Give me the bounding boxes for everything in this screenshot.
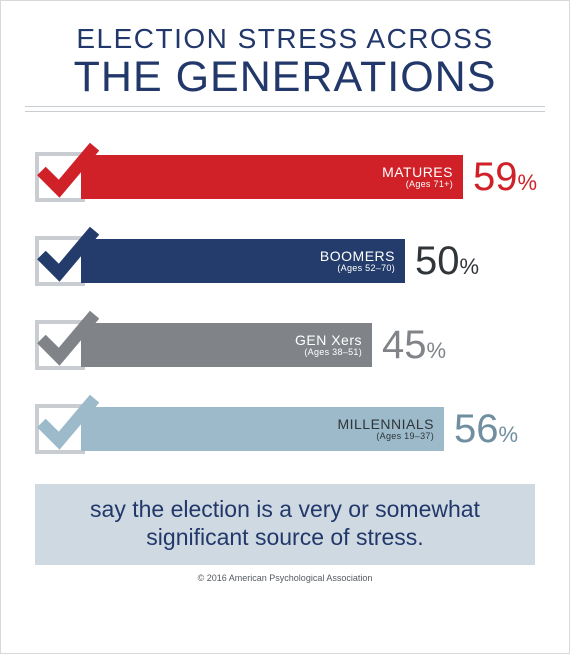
bar-track: BOOMERS(Ages 52–70) 50%	[81, 239, 539, 283]
bar-row: MATURES(Ages 71+) 59%	[35, 148, 539, 206]
bar-label: GEN Xers(Ages 38–51)	[295, 333, 362, 357]
checkbox	[35, 320, 85, 370]
title-line-2: THE GENERATIONS	[25, 55, 545, 100]
generation-ages: (Ages 71+)	[382, 180, 453, 189]
bar: BOOMERS(Ages 52–70)	[81, 239, 405, 283]
footer-statement: say the election is a very or somewhat s…	[35, 484, 535, 565]
bar-chart: MATURES(Ages 71+) 59% BOOMERS(Ages 52–70) 5…	[25, 148, 545, 458]
generation-name: GEN Xers	[295, 333, 362, 348]
bar-track: GEN Xers(Ages 38–51) 45%	[81, 323, 539, 367]
copyright: © 2016 American Psychological Associatio…	[25, 573, 545, 583]
checkbox	[35, 404, 85, 454]
bar-track: MILLENNIALS(Ages 19–37) 56%	[81, 407, 539, 451]
checkbox	[35, 152, 85, 202]
generation-ages: (Ages 52–70)	[320, 264, 395, 273]
bar: MATURES(Ages 71+)	[81, 155, 463, 199]
bar-label: BOOMERS(Ages 52–70)	[320, 249, 395, 273]
title-rules	[25, 106, 545, 112]
percent-value: 50%	[415, 241, 479, 281]
bar-row: MILLENNIALS(Ages 19–37) 56%	[35, 400, 539, 458]
generation-name: MILLENNIALS	[337, 417, 434, 432]
bar-track: MATURES(Ages 71+) 59%	[81, 155, 539, 199]
bar: MILLENNIALS(Ages 19–37)	[81, 407, 444, 451]
bar-row: BOOMERS(Ages 52–70) 50%	[35, 232, 539, 290]
infographic-frame: ELECTION STRESS ACROSS THE GENERATIONS M…	[0, 0, 570, 654]
generation-ages: (Ages 19–37)	[337, 432, 434, 441]
checkbox	[35, 236, 85, 286]
generation-name: BOOMERS	[320, 249, 395, 264]
title-line-1: ELECTION STRESS ACROSS	[25, 23, 545, 55]
bar-row: GEN Xers(Ages 38–51) 45%	[35, 316, 539, 374]
generation-name: MATURES	[382, 165, 453, 180]
title-block: ELECTION STRESS ACROSS THE GENERATIONS	[25, 23, 545, 100]
percent-value: 45%	[382, 325, 446, 365]
percent-value: 59%	[473, 157, 537, 197]
bar: GEN Xers(Ages 38–51)	[81, 323, 372, 367]
generation-ages: (Ages 38–51)	[295, 348, 362, 357]
bar-label: MATURES(Ages 71+)	[382, 165, 453, 189]
percent-value: 56%	[454, 409, 518, 449]
bar-label: MILLENNIALS(Ages 19–37)	[337, 417, 434, 441]
